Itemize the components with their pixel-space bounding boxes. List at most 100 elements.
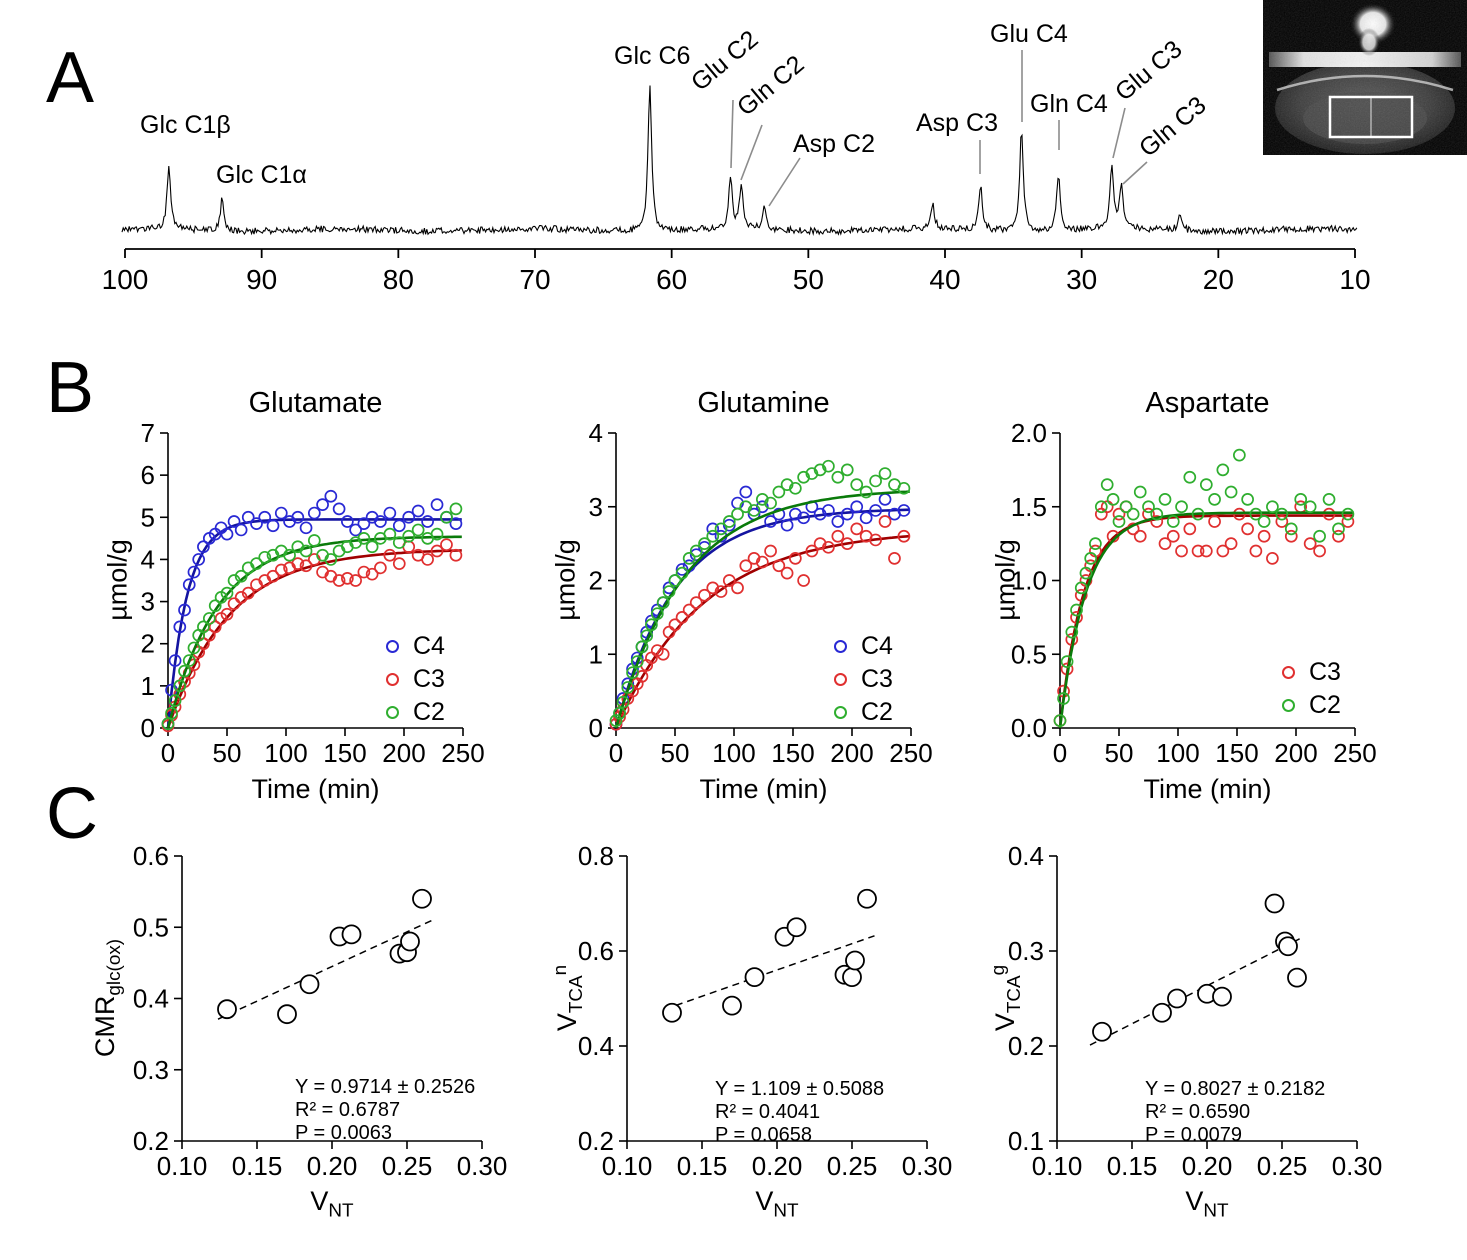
svg-text:0.20: 0.20 <box>1182 1151 1233 1181</box>
regression-line <box>1089 937 1301 1046</box>
glutamine-chart: 0 50 100 150 200 250 0 1 2 3 4 <box>589 418 933 768</box>
svg-text:0.10: 0.10 <box>157 1151 208 1181</box>
x-axis-label: VNT <box>755 1186 799 1222</box>
fit-line <box>1058 514 1354 729</box>
plot-title: Glutamine <box>697 387 830 419</box>
x-axis-label: Time (min) <box>699 774 828 804</box>
svg-text:0.5: 0.5 <box>133 912 169 942</box>
y-ticks: 0.0 0.5 1.0 1.5 2.0 <box>1011 418 1060 743</box>
legend-marker-c3 <box>386 673 399 686</box>
x-ticks: 0 50 100 150 200 250 <box>609 728 933 768</box>
svg-text:10: 10 <box>1339 264 1370 295</box>
legend-marker-c2 <box>1282 699 1295 712</box>
svg-text:0.3: 0.3 <box>1008 936 1044 966</box>
cmr-glc-ox-chart: 0.10 0.15 0.20 0.25 0.30 0.2 0.3 0.4 0.5 0.6 <box>133 841 507 1181</box>
legend-item-c3: C3 <box>386 663 445 696</box>
x-ticks: 0 50 100 150 200 250 <box>1053 728 1377 768</box>
x-axis-label: Time (min) <box>1143 774 1272 804</box>
fit-p-value: P = 0.0658 <box>715 1124 812 1146</box>
aspartate-chart: 0 50 100 150 200 250 0.0 0.5 1.0 1.5 2.0 <box>1011 418 1377 768</box>
svg-text:0.2: 0.2 <box>133 1126 169 1156</box>
svg-text:0.20: 0.20 <box>752 1151 803 1181</box>
panel-b-letter: B <box>46 348 95 428</box>
vtca-n-chart: 0.10 0.15 0.20 0.25 0.30 0.2 0.4 0.6 0.8 <box>578 841 953 1181</box>
svg-text:0.1: 0.1 <box>1008 1126 1044 1156</box>
glutamate-chart: 0 50 100 150 200 250 0 1 2 3 4 5 6 7 <box>141 418 485 768</box>
x-ticks: 0 50 100 150 200 250 <box>161 728 485 768</box>
panel-c-letter: C <box>46 774 98 854</box>
plot-vtca-n-vs-vnt: VTCAn 0.10 0.15 0.20 0.25 0.30 0.2 0.4 0.6 0.8 V… <box>550 828 975 1258</box>
svg-text:0.3: 0.3 <box>133 1055 169 1085</box>
regression-line <box>664 935 875 1011</box>
svg-text:0: 0 <box>1053 738 1067 768</box>
peak-label: Asp C3 <box>916 109 998 137</box>
svg-text:40: 40 <box>929 264 960 295</box>
plot-glutamate: Glutamate µmol/g 0 50 100 150 200 250 0 1 2 3 4 5 6 7… <box>100 383 520 813</box>
svg-text:200: 200 <box>382 738 425 768</box>
svg-text:0: 0 <box>589 713 603 743</box>
svg-text:150: 150 <box>771 738 814 768</box>
peak-label: Glu C3 <box>1110 35 1188 106</box>
svg-text:0: 0 <box>609 738 623 768</box>
plot-aspartate: Aspartate µmol/g 0 50 100 150 200 250 0.0 0.5 1.… <box>991 383 1412 813</box>
y-ticks: 0 1 2 3 4 5 6 7 <box>141 418 168 743</box>
svg-text:0.30: 0.30 <box>902 1151 953 1181</box>
svg-text:0.2: 0.2 <box>1008 1031 1044 1061</box>
legend: C4 C3 C2 <box>834 630 893 729</box>
data-points <box>217 888 432 1025</box>
svg-text:0.15: 0.15 <box>1107 1151 1158 1181</box>
svg-text:150: 150 <box>323 738 366 768</box>
series-c4 <box>161 489 463 731</box>
legend: C3 C2 <box>1282 656 1341 722</box>
svg-text:0.0: 0.0 <box>1011 713 1047 743</box>
axes <box>167 433 463 729</box>
peak-label: Gln C3 <box>1134 91 1212 162</box>
svg-text:70: 70 <box>519 264 550 295</box>
svg-text:1.0: 1.0 <box>1011 566 1047 596</box>
svg-text:0.2: 0.2 <box>578 1126 614 1156</box>
legend: C4 C3 C2 <box>386 630 445 729</box>
svg-text:100: 100 <box>1156 738 1199 768</box>
svg-text:1: 1 <box>141 671 155 701</box>
svg-text:0.10: 0.10 <box>602 1151 653 1181</box>
fit-stats: Y = 1.109 ± 0.5088 R² = 0.4041 P = 0.065… <box>715 1078 884 1147</box>
panel-a-letter: A <box>46 38 95 118</box>
svg-text:4: 4 <box>589 418 603 448</box>
fit-r-squared: R² = 0.6787 <box>295 1099 401 1121</box>
y-ticks: 0.2 0.3 0.4 0.5 0.6 <box>133 841 182 1156</box>
legend-item-c2: C2 <box>386 696 445 729</box>
fit-p-value: P = 0.0063 <box>295 1122 392 1144</box>
plot-title: Glutamate <box>248 387 383 419</box>
svg-text:0.4: 0.4 <box>1008 841 1044 871</box>
legend-item-c2: C2 <box>1282 689 1341 722</box>
svg-text:100: 100 <box>264 738 307 768</box>
plot-cmr-vs-vnt: CMRglc(ox) 0.10 0.15 0.20 0.25 0.30 0.2 0.3 0.4… <box>90 828 530 1258</box>
svg-text:0.5: 0.5 <box>1011 639 1047 669</box>
legend-marker-c3 <box>834 673 847 686</box>
svg-text:200: 200 <box>830 738 873 768</box>
series-c2 <box>609 459 911 729</box>
svg-text:0.4: 0.4 <box>578 1031 614 1061</box>
svg-text:0.6: 0.6 <box>578 936 614 966</box>
svg-text:50: 50 <box>213 738 242 768</box>
fit-r-squared: R² = 0.4041 <box>715 1101 821 1123</box>
svg-text:80: 80 <box>383 264 414 295</box>
svg-text:250: 250 <box>889 738 932 768</box>
x-ticks: 0.10 0.15 0.20 0.25 0.30 <box>157 1141 507 1181</box>
svg-text:250: 250 <box>1333 738 1376 768</box>
svg-text:2: 2 <box>589 566 603 596</box>
y-ticks: 0.1 0.2 0.3 0.4 <box>1008 841 1057 1156</box>
mri-brain-inset <box>1263 0 1467 155</box>
svg-text:6: 6 <box>141 460 155 490</box>
fit-equation: Y = 1.109 ± 0.5088 <box>715 1078 885 1100</box>
fit-p-value: P = 0.0079 <box>1145 1124 1242 1146</box>
svg-text:200: 200 <box>1274 738 1317 768</box>
vtca-g-chart: 0.10 0.15 0.20 0.25 0.30 0.1 0.2 0.3 0.4 <box>1008 841 1382 1181</box>
plot-vtca-g-vs-vnt: VTCAg 0.10 0.15 0.20 0.25 0.30 0.1 0.2 0.3 0.4 V… <box>985 828 1405 1258</box>
svg-text:0.25: 0.25 <box>827 1151 878 1181</box>
legend-marker-c2 <box>386 706 399 719</box>
svg-text:50: 50 <box>1105 738 1134 768</box>
mri-noise-overlay <box>1263 0 1467 155</box>
regression-line <box>217 919 433 1020</box>
